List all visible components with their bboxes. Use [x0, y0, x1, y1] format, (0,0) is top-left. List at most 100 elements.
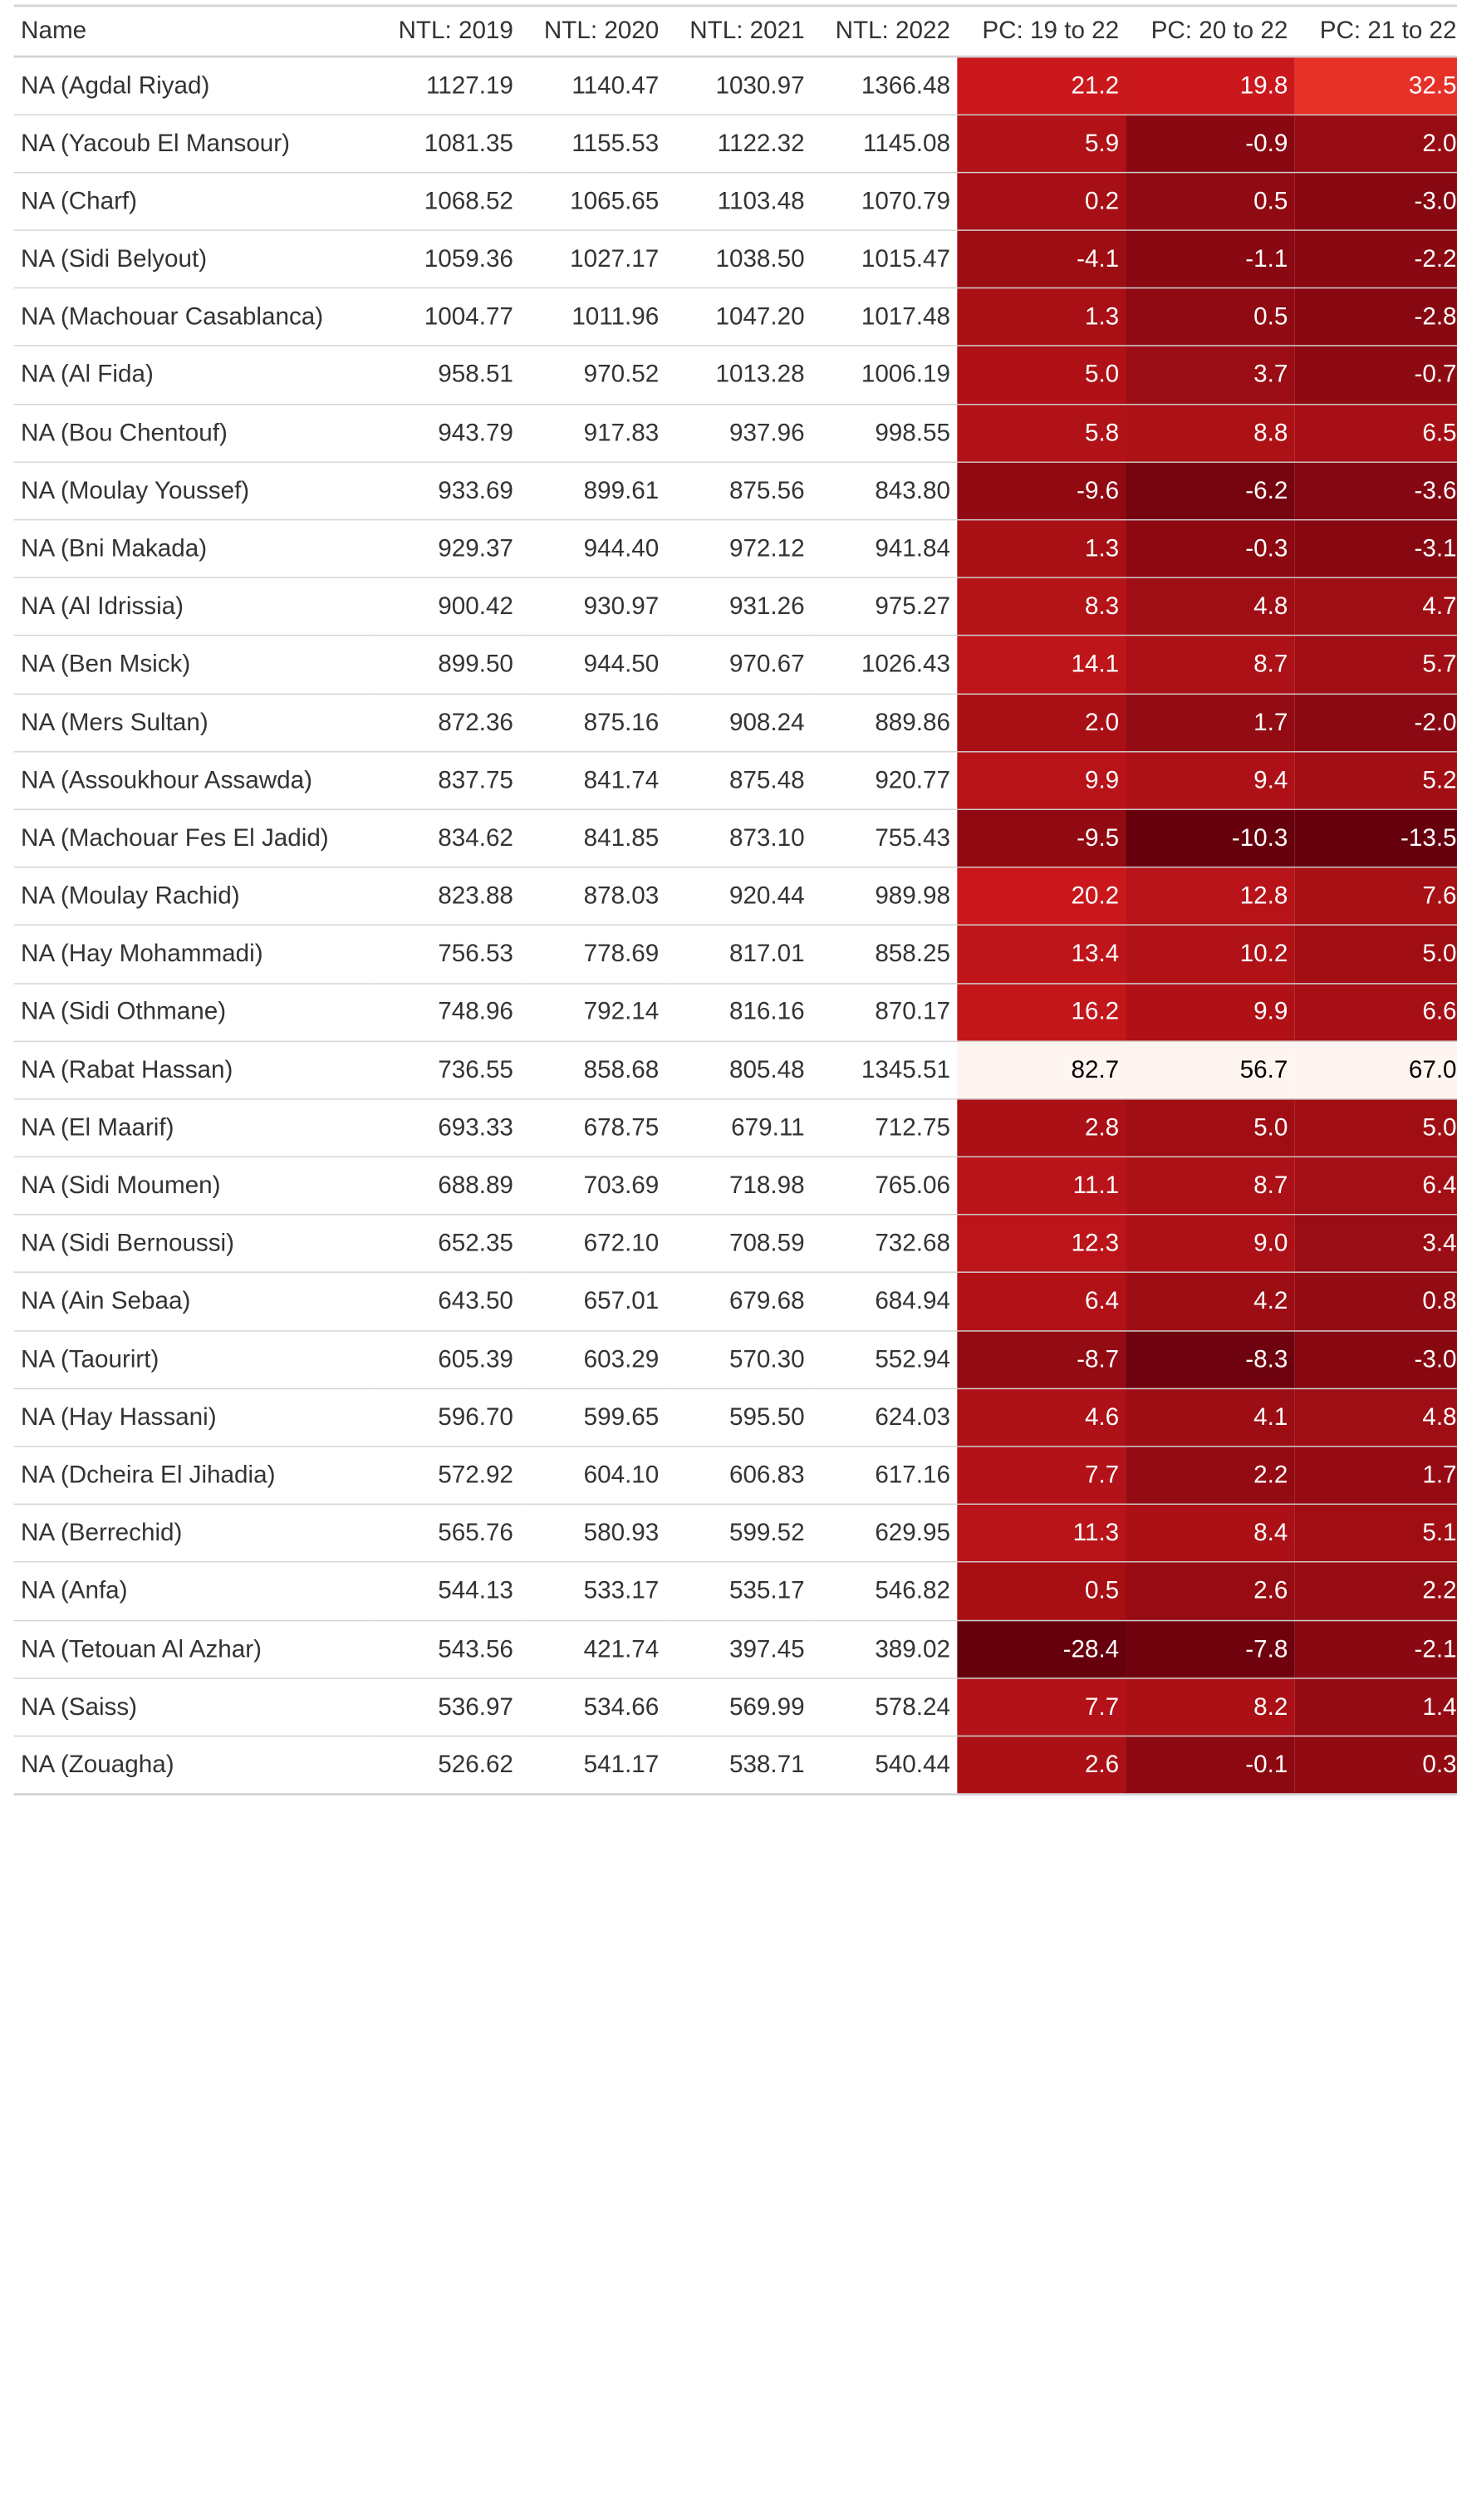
cell-ntl-2022: 998.55 — [875, 418, 950, 446]
cell-name: NA (Moulay Youssef) — [21, 476, 250, 504]
cell-ntl-2021: 718.98 — [728, 1171, 805, 1199]
cell-ntl-2022: 1345.51 — [861, 1055, 950, 1083]
cell-pc-20-22: 8.8 — [1126, 404, 1295, 462]
cell-pc-21-22: 0.8 — [1294, 1272, 1457, 1331]
cell-ntl-2019: 900.42 — [438, 592, 513, 620]
cell-pc-19-22: 9.9 — [957, 751, 1126, 810]
cell-ntl-2021: 708.59 — [728, 1229, 805, 1257]
table-row: NA (Bni Makada) 929.37 944.40 972.12 941.84 1… — [13, 519, 1457, 578]
cell-ntl-2021: 1122.32 — [717, 129, 805, 157]
cell-pc-19-22: 2.6 — [957, 1736, 1126, 1795]
cell-ntl-2022: 1070.79 — [861, 186, 950, 215]
cell-pc-19-22: 5.0 — [957, 346, 1126, 405]
table-row: NA (Yacoub El Mansour) 1081.35 1155.53 1122… — [13, 114, 1457, 173]
cell-ntl-2020: 604.10 — [583, 1461, 660, 1489]
table-row: NA (Agdal Riyad) 1127.19 1140.47 1030.97 136… — [13, 56, 1457, 115]
cell-name: NA (Sidi Bernoussi) — [21, 1229, 235, 1257]
cell-ntl-2020: 703.69 — [583, 1171, 660, 1199]
cell-name: NA (Machouar Casablanca) — [21, 302, 324, 331]
column-header-pc-21-22: PC: 21 to 22 — [1319, 16, 1457, 45]
cell-ntl-2019: 643.50 — [438, 1287, 513, 1315]
cell-ntl-2022: 941.84 — [875, 533, 950, 562]
cell-pc-21-22: 6.6 — [1294, 983, 1457, 1041]
cell-ntl-2019: 837.75 — [438, 765, 513, 794]
cell-ntl-2021: 1103.48 — [717, 186, 805, 215]
cell-ntl-2021: 970.67 — [728, 650, 805, 678]
cell-pc-20-22: 1.7 — [1126, 693, 1295, 752]
cell-pc-20-22: 0.5 — [1126, 172, 1295, 231]
cell-ntl-2019: 899.50 — [438, 650, 513, 678]
cell-name: NA (Al Fida) — [21, 360, 154, 389]
cell-ntl-2021: 1047.20 — [715, 302, 805, 331]
table-row: NA (Sidi Belyout) 1059.36 1027.17 1038.50 10… — [13, 230, 1457, 288]
cell-ntl-2019: 526.62 — [438, 1750, 513, 1778]
cell-ntl-2021: 1013.28 — [715, 360, 805, 389]
cell-pc-19-22: 82.7 — [957, 1040, 1126, 1099]
cell-ntl-2020: 533.17 — [583, 1576, 660, 1604]
cell-name: NA (Bni Makada) — [21, 533, 208, 562]
cell-ntl-2021: 535.17 — [728, 1576, 805, 1604]
cell-name: NA (Sidi Othmane) — [21, 997, 227, 1025]
table-row: NA (Al Fida) 958.51 970.52 1013.28 1006.19 5.… — [13, 346, 1457, 405]
cell-ntl-2020: 657.01 — [583, 1287, 660, 1315]
table-row: NA (El Maarif) 693.33 678.75 679.11 712.75 2.… — [13, 1098, 1457, 1157]
cell-pc-21-22: 1.4 — [1294, 1678, 1457, 1736]
cell-ntl-2021: 569.99 — [728, 1692, 805, 1721]
cell-ntl-2021: 595.50 — [728, 1402, 805, 1431]
cell-ntl-2021: 817.01 — [728, 939, 805, 968]
cell-pc-20-22: 10.2 — [1126, 925, 1295, 984]
cell-pc-21-22: -3.0 — [1294, 172, 1457, 231]
cell-pc-21-22: 67.0 — [1294, 1040, 1457, 1099]
cell-pc-19-22: -9.6 — [957, 461, 1126, 520]
cell-ntl-2020: 541.17 — [583, 1750, 660, 1778]
cell-pc-21-22: 4.7 — [1294, 577, 1457, 636]
cell-pc-19-22: -4.1 — [957, 230, 1126, 288]
cell-ntl-2020: 1027.17 — [570, 244, 660, 273]
cell-ntl-2019: 1068.52 — [424, 186, 513, 215]
cell-pc-21-22: 2.0 — [1294, 114, 1457, 173]
cell-ntl-2022: 1145.08 — [863, 129, 950, 157]
cell-ntl-2020: 1140.47 — [572, 71, 660, 100]
cell-ntl-2020: 970.52 — [583, 360, 660, 389]
cell-ntl-2022: 552.94 — [875, 1344, 950, 1373]
cell-pc-21-22: 3.4 — [1294, 1215, 1457, 1273]
table-row: NA (Bou Chentouf) 943.79 917.83 937.96 998.5… — [13, 404, 1457, 462]
cell-pc-19-22: 12.3 — [957, 1215, 1126, 1273]
cell-pc-21-22: 6.4 — [1294, 1157, 1457, 1216]
cell-ntl-2022: 1017.48 — [861, 302, 950, 331]
cell-pc-19-22: 7.7 — [957, 1678, 1126, 1736]
cell-ntl-2019: 652.35 — [438, 1229, 513, 1257]
column-header-pc-19-22: PC: 19 to 22 — [982, 16, 1120, 45]
table-row: NA (Hay Hassani) 596.70 599.65 595.50 624.03… — [13, 1388, 1457, 1447]
cell-ntl-2022: 1026.43 — [861, 650, 950, 678]
cell-pc-21-22: 6.5 — [1294, 404, 1457, 462]
cell-ntl-2022: 629.95 — [875, 1518, 950, 1547]
cell-name: NA (Moulay Rachid) — [21, 882, 240, 910]
cell-pc-21-22: 5.2 — [1294, 751, 1457, 810]
cell-ntl-2020: 599.65 — [583, 1402, 660, 1431]
cell-ntl-2021: 875.56 — [728, 476, 805, 504]
cell-ntl-2019: 688.89 — [438, 1171, 513, 1199]
cell-ntl-2019: 605.39 — [438, 1344, 513, 1373]
cell-pc-19-22: 7.7 — [957, 1446, 1126, 1505]
cell-pc-19-22: 16.2 — [957, 983, 1126, 1041]
cell-pc-20-22: 3.7 — [1126, 346, 1295, 405]
cell-pc-20-22: -10.3 — [1126, 809, 1295, 867]
cell-pc-19-22: -9.5 — [957, 809, 1126, 867]
table-row: NA (Moulay Youssef) 933.69 899.61 875.56 843… — [13, 461, 1457, 520]
cell-pc-21-22: -2.8 — [1294, 287, 1457, 346]
cell-pc-21-22: -13.5 — [1294, 809, 1457, 867]
table-row: NA (Sidi Othmane) 748.96 792.14 816.16 870.1… — [13, 983, 1457, 1041]
cell-pc-20-22: 9.9 — [1126, 983, 1295, 1041]
cell-name: NA (Berrechid) — [21, 1518, 183, 1547]
cell-ntl-2019: 958.51 — [438, 360, 513, 389]
cell-name: NA (Mers Sultan) — [21, 708, 208, 736]
cell-pc-21-22: -2.0 — [1294, 693, 1457, 752]
table-row: NA (Dcheira El Jihadia) 572.92 604.10 606.8… — [13, 1446, 1457, 1505]
cell-pc-20-22: -7.8 — [1126, 1619, 1295, 1678]
cell-pc-20-22: 5.0 — [1126, 1098, 1295, 1157]
cell-ntl-2022: 617.16 — [875, 1461, 950, 1489]
cell-ntl-2022: 755.43 — [875, 823, 950, 852]
cell-name: NA (Rabat Hassan) — [21, 1055, 233, 1083]
cell-pc-20-22: -6.2 — [1126, 461, 1295, 520]
